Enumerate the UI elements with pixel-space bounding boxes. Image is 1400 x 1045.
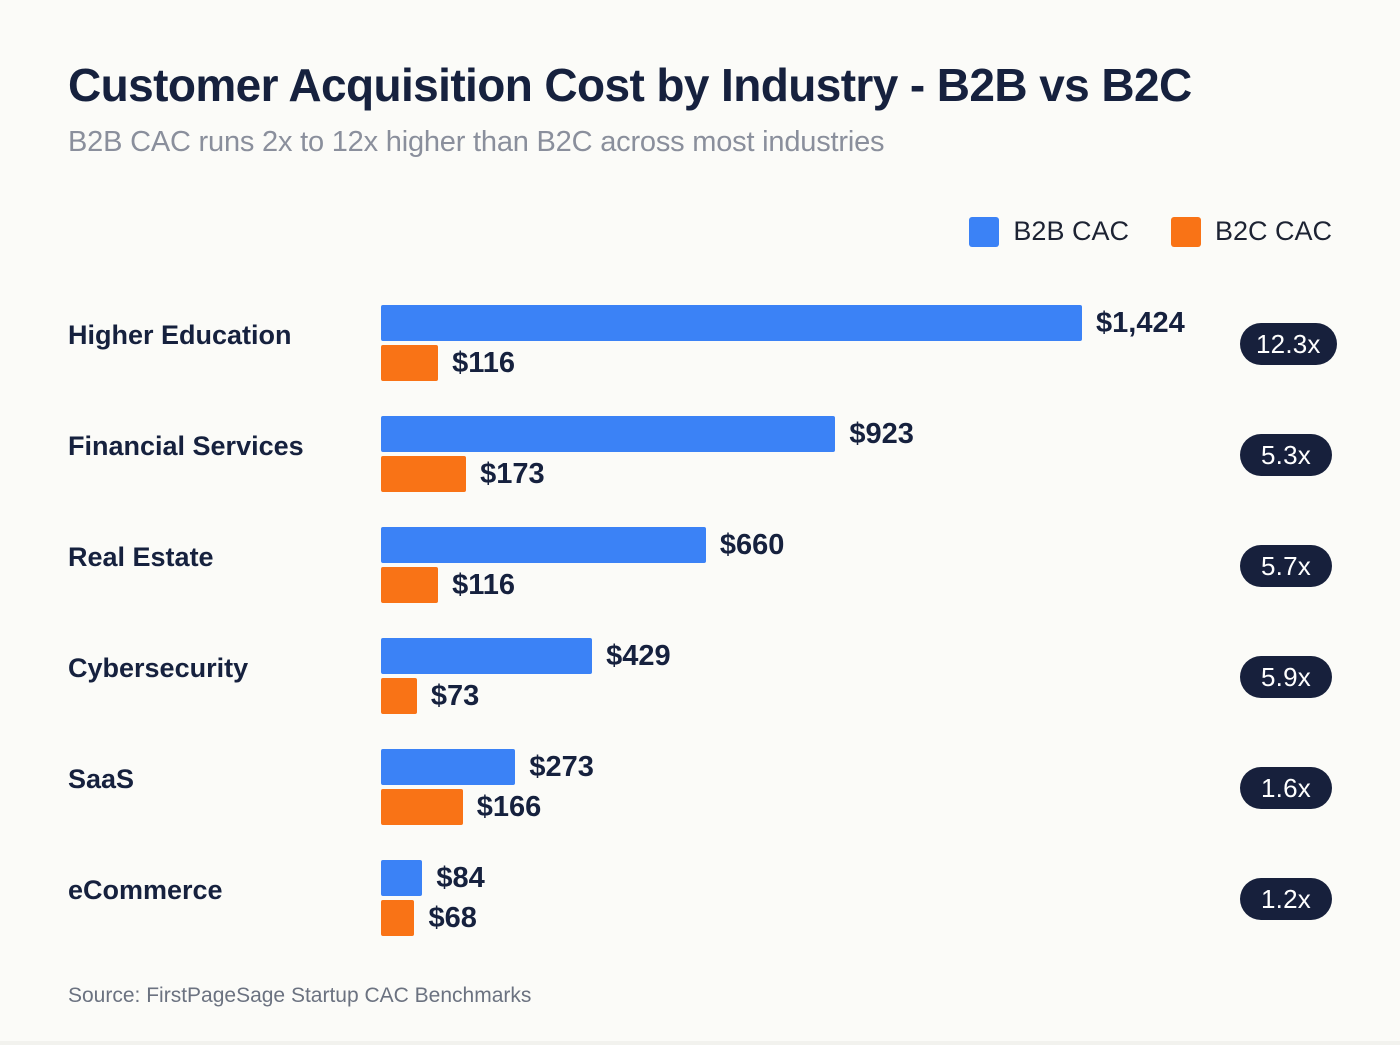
chart-plot-area: Higher Education $1,424 $116 12.3x Financial… [0, 290, 1400, 950]
bar-b2b[interactable] [381, 860, 423, 896]
bar-b2c[interactable] [381, 678, 417, 714]
category-label: eCommerce [68, 875, 223, 905]
bar-value-label-b2b: $273 [529, 750, 594, 783]
chart-row: Real Estate $660 $116 5.7x [0, 512, 1400, 616]
chart-legend: B2B CAC B2C CAC [969, 216, 1332, 247]
page-subtitle: B2B CAC runs 2x to 12x higher than B2C a… [68, 126, 885, 158]
chart-row: Higher Education $1,424 $116 12.3x [0, 290, 1400, 394]
bar-value-label-b2c: $73 [430, 679, 480, 712]
bar-group: $660 $116 [381, 512, 1101, 616]
category-label: Real Estate [68, 542, 214, 572]
bar-value-label-b2b: $84 [436, 861, 485, 894]
bar-value-label-b2b: $923 [849, 417, 914, 450]
ratio-badge: 1.2x [1240, 878, 1332, 920]
bar-group: $84 $68 [381, 845, 1101, 949]
legend-label: B2B CAC [1013, 216, 1129, 246]
bar-b2b[interactable] [381, 305, 1082, 341]
page-title: Customer Acquisition Cost by Industry - … [68, 59, 1192, 111]
source-note: Source: FirstPageSage Startup CAC Benchm… [68, 984, 532, 1007]
bar-value-label-b2c: $173 [480, 457, 545, 490]
chart-row: Cybersecurity $429 $73 5.9x [0, 623, 1400, 727]
legend-item-b2c[interactable]: B2C CAC [1170, 216, 1332, 247]
ratio-badge: 5.9x [1240, 656, 1332, 698]
bar-group: $429 $73 [381, 623, 1101, 727]
bar-b2b[interactable] [381, 749, 516, 785]
bar-b2c[interactable] [381, 567, 439, 603]
bar-value-label-b2c: $68 [428, 901, 477, 934]
category-label: SaaS [68, 764, 135, 794]
bar-group: $273 $166 [381, 734, 1101, 838]
orange-square-swatch [1170, 216, 1201, 247]
bar-group: $1,424 $116 [381, 290, 1185, 394]
bar-b2b[interactable] [381, 638, 593, 674]
chart-row: SaaS $273 $166 1.6x [0, 734, 1400, 838]
bar-value-label-b2c: $116 [452, 568, 516, 601]
bar-b2b[interactable] [381, 527, 706, 563]
bottom-edge-divider [0, 1041, 1400, 1045]
bar-b2c[interactable] [381, 345, 439, 381]
blue-square-swatch [969, 216, 1000, 247]
legend-label: B2C CAC [1214, 216, 1332, 246]
ratio-badge: 1.6x [1240, 767, 1332, 809]
bar-value-label-b2c: $116 [452, 346, 516, 379]
chart-row: Financial Services $923 $173 5.3x [0, 401, 1400, 505]
bar-b2b[interactable] [381, 416, 836, 452]
bar-value-label-b2b: $660 [719, 528, 785, 561]
category-label: Financial Services [68, 431, 304, 461]
bar-value-label-b2b: $1,424 [1096, 306, 1185, 339]
legend-item-b2b[interactable]: B2B CAC [969, 216, 1129, 247]
bar-b2c[interactable] [381, 789, 463, 825]
chart-row: eCommerce $84 $68 1.2x [0, 845, 1400, 949]
bar-value-label-b2c: $166 [476, 790, 542, 823]
bar-value-label-b2b: $429 [606, 639, 671, 672]
ratio-badge: 12.3x [1240, 323, 1337, 365]
ratio-badge: 5.3x [1240, 434, 1332, 476]
bar-b2c[interactable] [381, 456, 467, 492]
category-label: Cybersecurity [68, 653, 249, 683]
category-label: Higher Education [68, 320, 292, 350]
ratio-badge: 5.7x [1240, 545, 1332, 587]
bar-group: $923 $173 [381, 401, 1101, 505]
bar-b2c[interactable] [381, 900, 415, 936]
